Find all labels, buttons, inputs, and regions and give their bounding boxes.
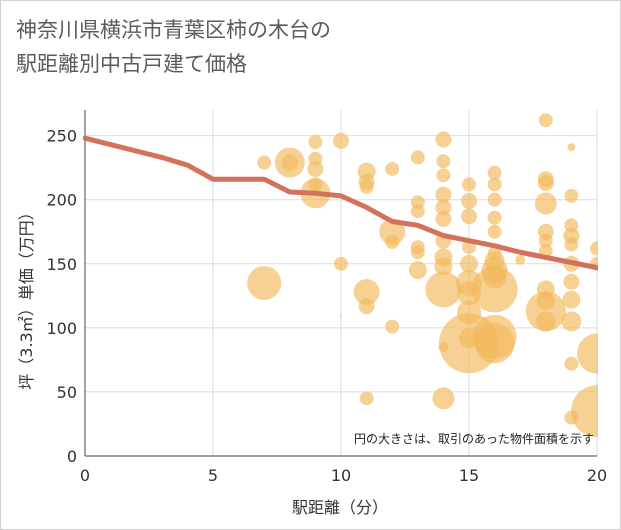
data-bubble	[537, 175, 554, 192]
data-bubble	[379, 218, 406, 245]
x-tick-label: 5	[208, 466, 218, 485]
size-annotation: 円の大きさは、取引のあった物件面積を示す	[354, 431, 594, 446]
data-bubble	[562, 290, 581, 309]
y-tick-label: 0	[67, 447, 77, 466]
data-bubble	[410, 245, 425, 260]
data-bubble	[590, 241, 598, 256]
data-bubble	[410, 150, 425, 165]
data-bubble	[358, 298, 375, 315]
data-bubble	[474, 323, 515, 364]
data-bubble	[487, 210, 502, 225]
chart-title-line1: 神奈川県横浜市青葉区柿の木台の	[16, 18, 331, 42]
trend-line	[83, 135, 598, 271]
data-bubble	[333, 132, 349, 149]
grid-lines	[84, 110, 598, 457]
y-tick-label: 200	[46, 191, 77, 210]
data-bubble	[525, 291, 566, 332]
data-bubble	[434, 257, 453, 276]
data-bubble	[515, 254, 526, 265]
data-bubble	[436, 154, 451, 169]
y-tick-label: 100	[46, 319, 77, 338]
y-tick-label: 50	[57, 383, 77, 402]
data-bubble	[564, 237, 579, 252]
x-tick-label: 20	[587, 466, 607, 485]
data-bubble	[462, 177, 476, 192]
y-axis-label: 坪（3.3㎡）単価（万円）	[17, 204, 36, 389]
data-bubble	[571, 385, 598, 438]
x-tick-label: 15	[459, 466, 479, 485]
data-bubble	[410, 204, 425, 219]
chart-title-line2: 駅距離別中古戸建て価格	[16, 52, 247, 76]
data-bubble	[538, 113, 553, 128]
data-bubble	[334, 256, 348, 271]
data-bubble	[257, 155, 272, 170]
data-bubble	[425, 271, 462, 308]
data-bubble	[487, 177, 502, 192]
data-bubble	[564, 356, 579, 371]
data-bubble	[408, 261, 427, 280]
data-bubble	[359, 179, 374, 194]
y-tick-label: 150	[46, 255, 77, 274]
data-bubble	[460, 254, 478, 273]
data-bubble	[308, 135, 323, 150]
data-bubble	[340, 315, 342, 318]
data-bubble	[471, 266, 518, 313]
data-bubble	[563, 273, 580, 290]
x-tick-label: 10	[331, 466, 351, 485]
data-bubble	[435, 131, 452, 148]
data-bubble	[487, 224, 502, 239]
data-bubble	[461, 208, 477, 225]
data-bubble	[538, 233, 553, 248]
data-bubble	[567, 143, 576, 152]
data-bubble	[577, 333, 598, 374]
data-bubble	[487, 165, 502, 180]
data-bubble	[435, 199, 452, 216]
data-bubble	[435, 186, 452, 203]
x-tick-label: 0	[80, 466, 90, 485]
chart-title: 神奈川県横浜市青葉区柿の木台の 駅距離別中古戸建て価格	[16, 13, 331, 81]
data-bubble	[307, 160, 324, 177]
data-bubble	[487, 192, 502, 207]
data-bubble	[385, 319, 400, 334]
data-bubble	[353, 278, 380, 305]
x-axis-label: 駅距離（分）	[292, 498, 388, 517]
y-tick-label: 250	[46, 127, 77, 146]
trend-line-layer	[83, 135, 598, 271]
data-bubble	[435, 210, 452, 227]
data-bubble	[534, 192, 557, 215]
data-bubble	[561, 311, 582, 332]
data-bubble	[359, 391, 374, 406]
data-bubble	[385, 234, 400, 249]
data-bubble	[564, 188, 579, 203]
data-bubble	[535, 311, 556, 332]
bubble-layer	[247, 113, 598, 438]
data-bubble	[281, 154, 298, 171]
data-bubble	[385, 161, 400, 176]
data-bubble	[461, 192, 477, 209]
data-bubble	[436, 168, 451, 183]
data-bubble	[432, 387, 455, 410]
data-bubble	[247, 266, 282, 300]
